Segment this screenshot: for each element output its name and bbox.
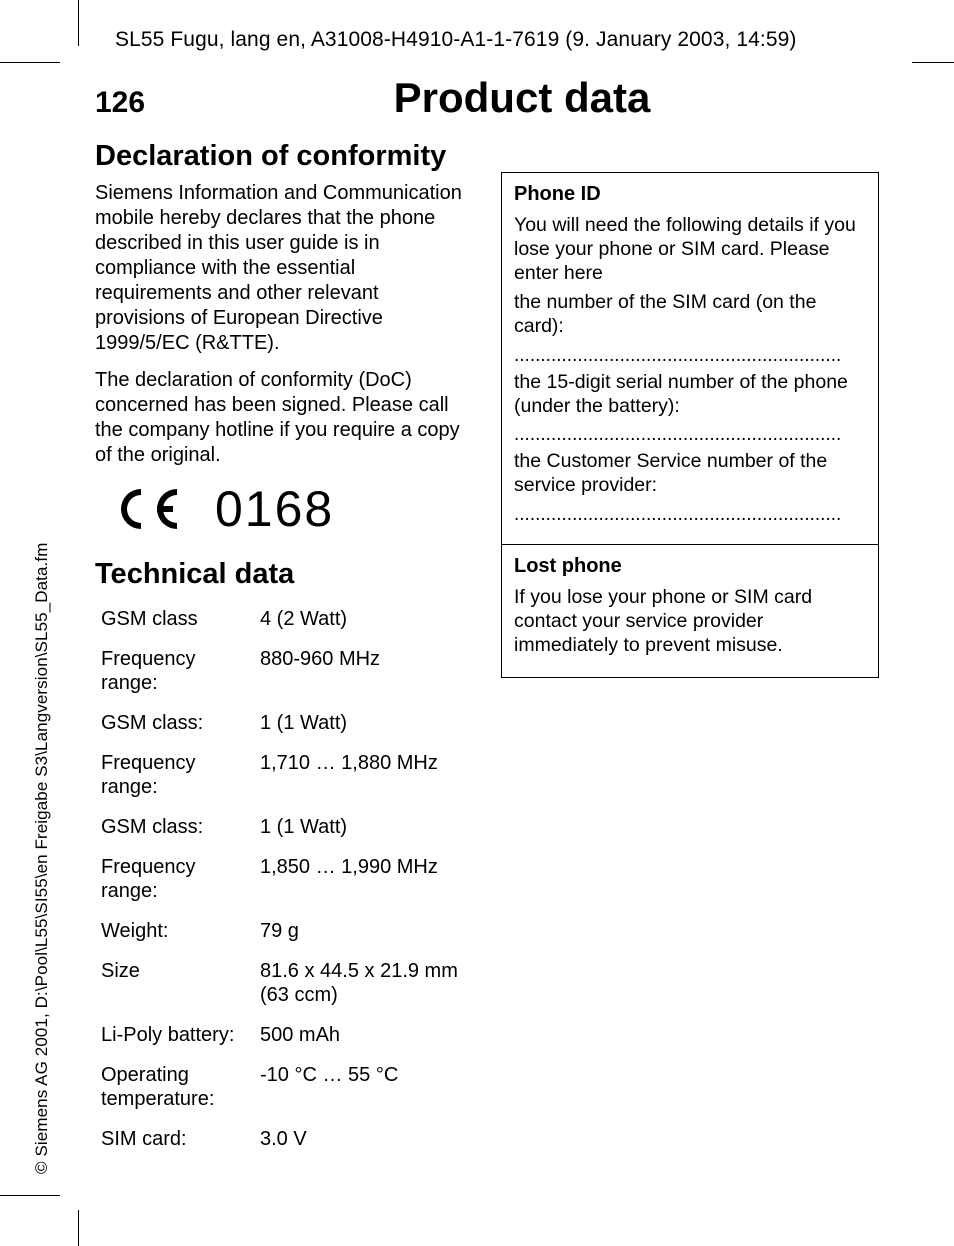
side-copyright-text: © Siemens AG 2001, D:\Pool\L55\SI55\en F… <box>32 543 52 1174</box>
tech-value: 1 (1 Watt) <box>260 703 473 743</box>
phone-id-text-1: You will need the following details if y… <box>514 214 866 285</box>
section-declaration-title: Declaration of conformity <box>95 140 473 173</box>
phone-id-text-3: the 15-digit serial number of the phone … <box>514 371 866 419</box>
tech-value: 880-960 MHz <box>260 639 473 703</box>
table-row: GSM class:1 (1 Watt) <box>95 807 473 847</box>
table-row: Size81.6 x 44.5 x 21.9 mm (63 ccm) <box>95 951 473 1015</box>
fill-in-line: ........................................… <box>514 504 866 526</box>
tech-label: SIM card: <box>95 1119 260 1159</box>
table-row: SIM card:3.0 V <box>95 1119 473 1159</box>
content-columns: Declaration of conformity Siemens Inform… <box>95 140 894 1159</box>
tech-label: Operating temperature: <box>95 1055 260 1119</box>
tech-value: 1,850 … 1,990 MHz <box>260 847 473 911</box>
phone-id-box: Phone ID You will need the following det… <box>501 172 879 545</box>
crop-mark <box>0 62 60 63</box>
table-row: Li-Poly battery:500 mAh <box>95 1015 473 1055</box>
right-column: Phone ID You will need the following det… <box>501 140 879 1159</box>
phone-id-title: Phone ID <box>514 183 866 206</box>
section-technical-title: Technical data <box>95 558 473 591</box>
left-column: Declaration of conformity Siemens Inform… <box>95 140 473 1159</box>
tech-value: -10 °C … 55 °C <box>260 1055 473 1119</box>
tech-value: 81.6 x 44.5 x 21.9 mm (63 ccm) <box>260 951 473 1015</box>
tech-label: GSM class <box>95 599 260 639</box>
lost-phone-text: If you lose your phone or SIM card conta… <box>514 586 866 657</box>
declaration-paragraph-2: The declaration of conformity (DoC) conc… <box>95 368 473 468</box>
phone-id-text-4: the Customer Service number of the servi… <box>514 450 866 498</box>
table-row: GSM class4 (2 Watt) <box>95 599 473 639</box>
tech-label: Size <box>95 951 260 1015</box>
table-row: GSM class:1 (1 Watt) <box>95 703 473 743</box>
tech-value: 1,710 … 1,880 MHz <box>260 743 473 807</box>
tech-value: 3.0 V <box>260 1119 473 1159</box>
crop-mark <box>78 1210 79 1246</box>
page-title: Product data <box>150 74 894 122</box>
phone-id-text-2: the number of the SIM card (on the card)… <box>514 291 866 339</box>
table-row: Frequency range:880-960 MHz <box>95 639 473 703</box>
title-row: 126 Product data <box>95 74 894 122</box>
crop-mark <box>0 1195 60 1196</box>
declaration-paragraph-1: Siemens Information and Communication mo… <box>95 181 473 356</box>
ce-number: 0168 <box>215 480 334 538</box>
page: © Siemens AG 2001, D:\Pool\L55\SI55\en F… <box>0 0 954 1246</box>
tech-value: 79 g <box>260 911 473 951</box>
tech-label: Li-Poly battery: <box>95 1015 260 1055</box>
fill-in-line: ........................................… <box>514 424 866 446</box>
technical-data-table: GSM class4 (2 Watt)Frequency range:880-9… <box>95 599 473 1159</box>
tech-label: Frequency range: <box>95 743 260 807</box>
fill-in-line: ........................................… <box>514 345 866 367</box>
tech-value: 4 (2 Watt) <box>260 599 473 639</box>
lost-phone-box: Lost phone If you lose your phone or SIM… <box>501 545 879 678</box>
lost-phone-title: Lost phone <box>514 555 866 578</box>
tech-label: GSM class: <box>95 703 260 743</box>
table-row: Frequency range:1,850 … 1,990 MHz <box>95 847 473 911</box>
table-row: Weight:79 g <box>95 911 473 951</box>
ce-mark-row: 0168 <box>119 480 473 538</box>
tech-value: 500 mAh <box>260 1015 473 1055</box>
crop-mark <box>78 0 79 46</box>
tech-label: Frequency range: <box>95 847 260 911</box>
table-row: Frequency range:1,710 … 1,880 MHz <box>95 743 473 807</box>
tech-label: Frequency range: <box>95 639 260 703</box>
document-header: SL55 Fugu, lang en, A31008-H4910-A1-1-76… <box>115 28 894 52</box>
ce-mark-icon <box>119 485 189 533</box>
crop-mark <box>912 62 954 63</box>
tech-value: 1 (1 Watt) <box>260 807 473 847</box>
tech-label: GSM class: <box>95 807 260 847</box>
table-row: Operating temperature:-10 °C … 55 °C <box>95 1055 473 1119</box>
tech-label: Weight: <box>95 911 260 951</box>
